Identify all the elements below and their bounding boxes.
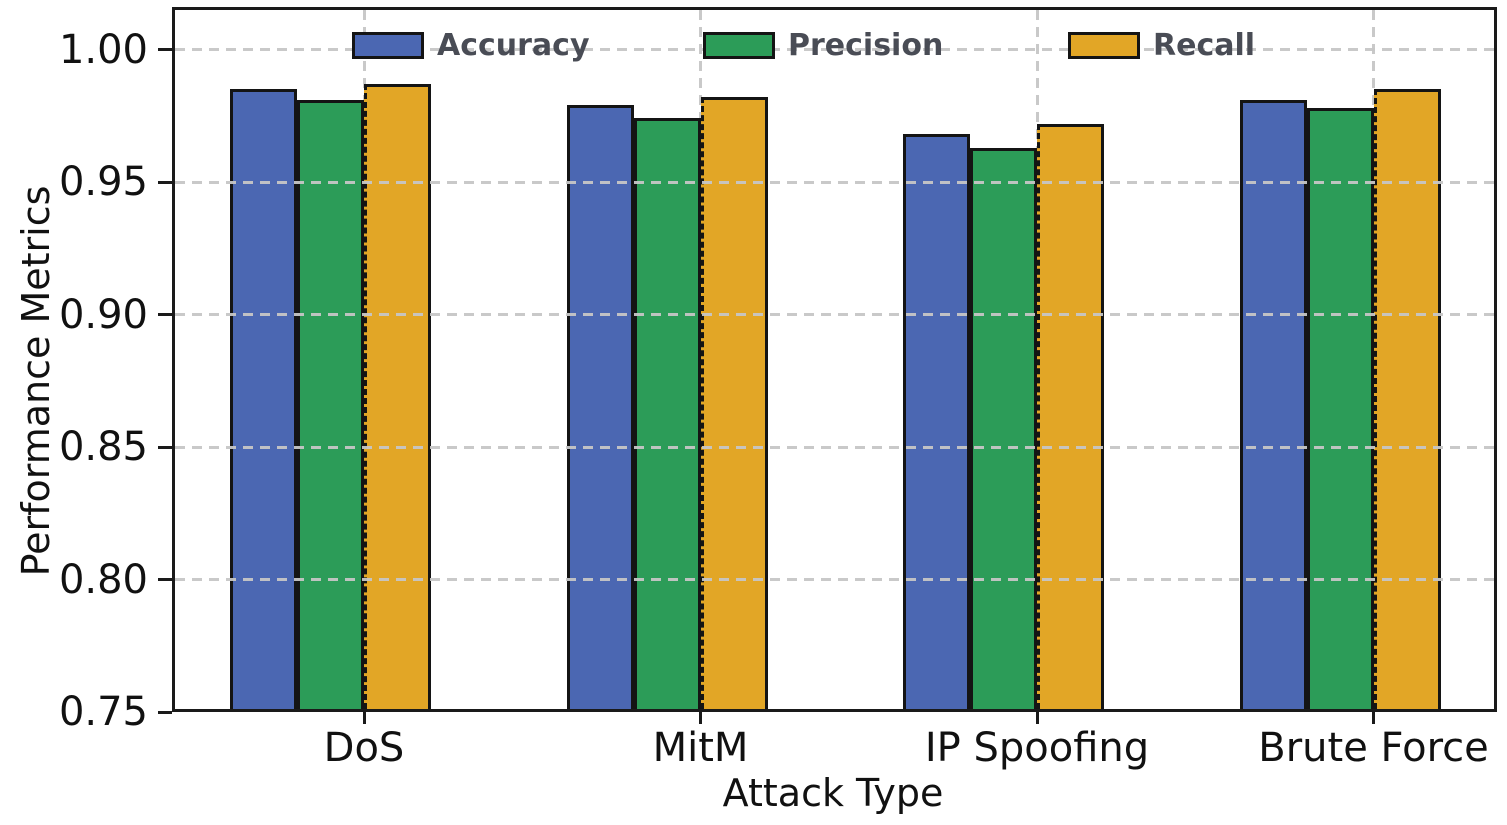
legend-swatch-precision [703,32,775,59]
x-tick-label-dos: DoS [323,725,405,771]
legend-label-recall: Recall [1153,28,1256,63]
x-axis-label: Attack Type [722,771,944,815]
bar-accuracy-mitm [566,105,634,709]
x-tick-mark-ip-spoofing [1035,712,1039,724]
bar-recall-ip-spoofing [1037,123,1104,709]
legend-item-recall: Recall [1068,28,1255,63]
y-tick-label-0.75: 0.75 [58,689,148,735]
x-tick-label-ip-spoofing: IP Spoofing [924,725,1150,771]
horizontal-gridline-0.80 [175,578,1494,581]
bar-accuracy-ip-spoofing [903,134,970,709]
bar-series [175,10,1494,709]
y-tick-label-0.80: 0.80 [58,556,148,603]
x-tick-label-mitm: MitM [652,725,749,771]
bar-recall-dos [364,83,431,709]
legend-item-precision: Precision [703,28,943,63]
bar-recall-mitm [700,97,768,709]
legend-swatch-recall [1068,32,1140,59]
y-tick-mark-1.00 [158,48,172,51]
x-tick-mark-dos [362,712,366,724]
x-tick-mark-brute-force [1372,712,1375,724]
bar-precision-ip-spoofing [970,147,1037,709]
bar-precision-dos [297,99,364,709]
legend-swatch-accuracy [352,32,424,59]
y-tick-label-1.00: 1.00 [58,26,148,73]
x-tick-mark-mitm [699,712,702,724]
y-tick-label-0.95: 0.95 [58,159,148,205]
horizontal-gridlines [175,10,1494,709]
y-tick-mark-0.80 [158,578,172,581]
bar-precision-brute-force [1306,107,1374,709]
legend: Accuracy Precision Recall [175,10,1494,90]
plot-area: Accuracy Precision Recall [172,7,1497,712]
legend-item-accuracy: Accuracy [352,28,590,63]
y-tick-label-0.90: 0.90 [58,291,148,338]
y-tick-mark-0.95 [158,180,172,184]
horizontal-gridline-0.90 [175,313,1494,316]
y-tick-label-0.85: 0.85 [58,424,148,470]
y-tick-mark-0.90 [158,313,172,316]
legend-label-precision: Precision [788,28,944,63]
y-tick-mark-0.75 [158,710,172,714]
horizontal-gridline-1.00 [175,48,1494,51]
horizontal-gridline-0.85 [175,445,1494,449]
horizontal-gridline-0.95 [175,180,1494,184]
legend-label-accuracy: Accuracy [437,28,590,63]
x-tick-label-brute-force: Brute Force [1258,725,1489,771]
bar-recall-brute-force [1373,89,1441,709]
bar-accuracy-brute-force [1239,99,1307,709]
y-tick-mark-0.85 [158,445,172,449]
bar-accuracy-dos [230,89,297,709]
y-axis-label: Performance Metrics [14,185,58,577]
bar-precision-mitm [633,118,701,709]
